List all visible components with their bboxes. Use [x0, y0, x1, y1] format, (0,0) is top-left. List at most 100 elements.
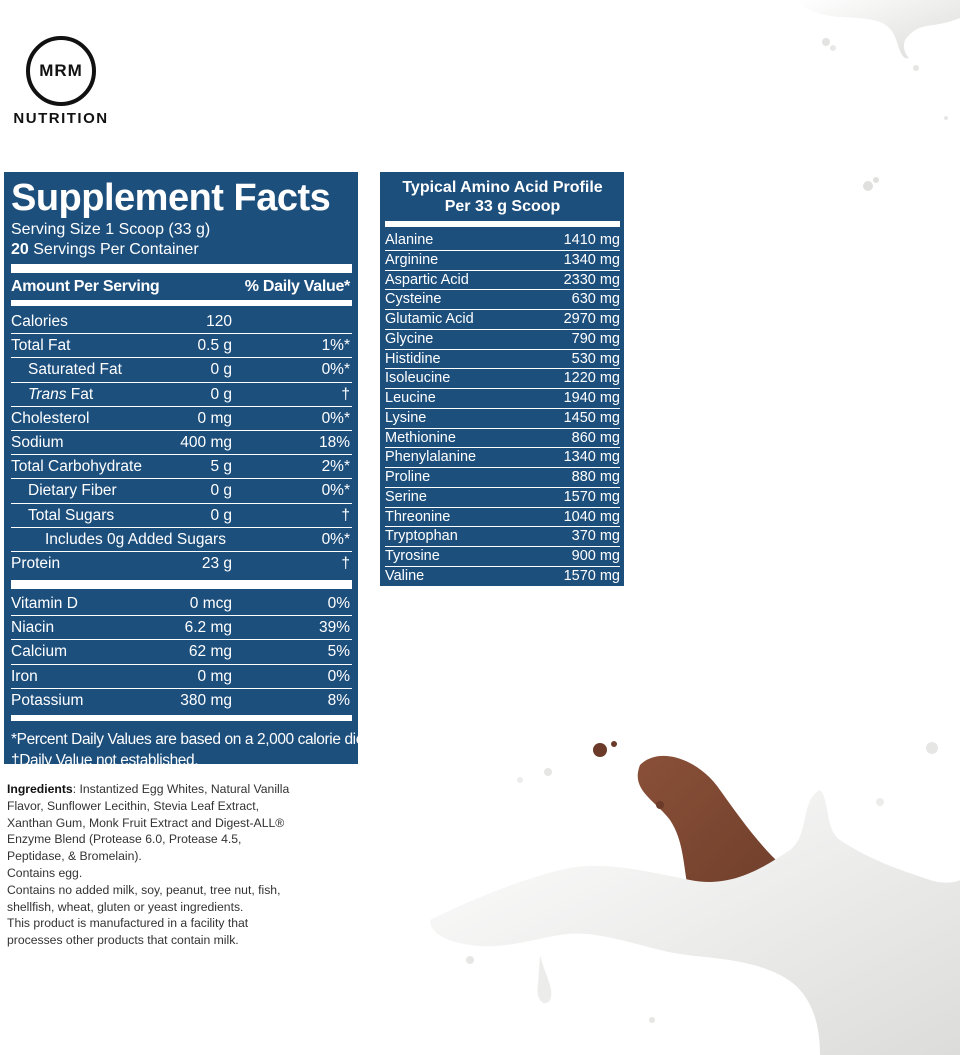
amino-title-line2: Per 33 g Scoop [444, 198, 561, 215]
amino-name: Cysteine [385, 291, 442, 308]
facts-row-vitamin-d: Vitamin D 0 mcg 0% [11, 592, 352, 617]
row-label: Total Carbohydrate [11, 458, 142, 476]
facts-row-niacin: Niacin 6.2 mg 39% [11, 616, 352, 641]
row-dv: 5% [327, 643, 350, 661]
logo-circle: MRM [26, 36, 96, 106]
amino-name: Aspartic Acid [385, 271, 469, 288]
trans-rest: Fat [66, 385, 94, 403]
amino-amount: 1450 mg [563, 409, 620, 426]
amino-row: Lysine 1450 mg [385, 409, 620, 429]
row-label: Dietary Fiber [28, 482, 117, 500]
facts-row-cholesterol: Cholesterol 0 mg 0%* [11, 407, 352, 431]
amino-amount: 1340 mg [563, 251, 620, 268]
amino-name: Threonine [385, 508, 451, 525]
facts-row-total-carbohydrate: Total Carbohydrate 5 g 2%* [11, 455, 352, 480]
facts-row-protein: Protein 23 g † [11, 552, 352, 576]
supplement-facts-panel: Supplement Facts Serving Size 1 Scoop (3… [4, 172, 372, 769]
daily-value-label: % Daily Value* [244, 278, 351, 295]
amino-name: Leucine [385, 390, 436, 406]
facts-row-iron: Iron 0 mg 0% [11, 665, 352, 689]
amount-per-serving-label: Amount Per Serving [11, 278, 160, 295]
amino-row: Leucine 1940 mg [385, 389, 620, 409]
amino-row: Arginine 1340 mg [385, 251, 620, 271]
facility-statement: This product is manufactured in a facili… [7, 916, 249, 948]
row-label: Cholesterol [11, 409, 90, 427]
amino-name: Methionine [385, 429, 456, 446]
amino-row: Valine 1570 mg [385, 567, 620, 587]
amino-name: Tryptophan [385, 528, 458, 545]
row-amount: 0.5 g [197, 337, 232, 355]
facts-row-calories: Calories 120 [11, 310, 352, 335]
row-dv: 8% [327, 691, 350, 709]
row-amount: 0 g [210, 482, 232, 500]
amino-amount: 530 mg [571, 350, 620, 367]
row-amount: 6.2 mg [184, 619, 232, 637]
row-dv: 0%* [321, 361, 350, 379]
supplement-facts-title: Supplement Facts [11, 177, 331, 219]
amino-row: Tyrosine 900 mg [385, 547, 620, 567]
amino-row: Threonine 1040 mg [385, 508, 620, 528]
amino-row: Glutamic Acid 2970 mg [385, 310, 620, 330]
logo-wordmark: NUTRITION [13, 110, 109, 127]
row-label: Saturated Fat [28, 361, 122, 379]
amino-name: Isoleucine [385, 370, 451, 387]
ingredients-list: Ingredients: Instantized Egg Whites, Nat… [7, 781, 299, 865]
amino-amount: 1410 mg [563, 232, 620, 248]
divider-medium [11, 300, 352, 306]
brand-logo: MRM NUTRITION [6, 36, 116, 127]
row-label: Sodium [11, 433, 64, 451]
facts-row-total-fat: Total Fat 0.5 g 1%* [11, 334, 352, 359]
amino-amount: 1220 mg [563, 370, 620, 387]
servings-text: Servings Per Container [28, 241, 199, 258]
amino-amount: 2970 mg [563, 311, 620, 327]
row-dv: 0% [327, 595, 350, 613]
amino-row: Alanine 1410 mg [385, 231, 620, 251]
row-amount: 400 mg [180, 433, 232, 451]
trans-italic: Trans [28, 385, 67, 403]
amino-row: Serine 1570 mg [385, 488, 620, 508]
amino-row: Aspartic Acid 2330 mg [385, 271, 620, 291]
footnotes: *Percent Daily Values are based on a 2,0… [11, 725, 372, 771]
amino-amount: 1940 mg [563, 390, 620, 406]
amino-name: Glutamic Acid [385, 311, 474, 327]
facts-row-sodium: Sodium 400 mg 18% [11, 431, 352, 456]
row-dv: 0%* [321, 530, 350, 548]
row-dv: † [341, 385, 350, 403]
servings-per-container: 20 Servings Per Container [11, 240, 352, 260]
amino-amount: 1570 mg [563, 567, 620, 584]
amino-name: Serine [385, 488, 427, 505]
row-amount: 0 mg [197, 409, 232, 427]
row-label: Total Sugars [28, 506, 115, 524]
amino-row: Histidine 530 mg [385, 350, 620, 370]
row-amount: 120 [206, 313, 232, 330]
row-label: Niacin [11, 619, 55, 637]
amino-name: Glycine [385, 330, 434, 347]
amino-name: Alanine [385, 232, 434, 248]
row-amount: 380 mg [180, 691, 232, 709]
amino-amount: 790 mg [571, 330, 620, 347]
divider-thick [11, 580, 352, 590]
facts-row-total-sugars: Total Sugars 0 g † [11, 504, 352, 528]
ingredients-text: : Instantized Egg Whites, Natural Vanill… [7, 782, 290, 864]
amino-amount: 860 mg [571, 429, 620, 446]
amino-row: Tryptophan 370 mg [385, 527, 620, 547]
amino-row: Isoleucine 1220 mg [385, 369, 620, 389]
row-amount: 0 mcg [189, 595, 232, 613]
amino-title-line1: Typical Amino Acid Profile [402, 179, 603, 196]
row-dv: † [341, 554, 350, 572]
row-amount: 0 g [210, 361, 232, 379]
row-label: Calories [11, 313, 68, 330]
row-label: Vitamin D [11, 595, 78, 613]
amino-acid-panel: Typical Amino Acid Profile Per 33 g Scoo… [380, 172, 624, 586]
amino-name: Lysine [385, 409, 427, 426]
amino-name: Phenylalanine [385, 449, 477, 466]
facts-row-dietary-fiber: Dietary Fiber 0 g 0%* [11, 479, 352, 504]
row-dv: 1%* [321, 337, 350, 355]
row-label: Protein [11, 554, 61, 572]
row-amount: 0 mg [197, 667, 232, 685]
amino-row: Proline 880 mg [385, 468, 620, 488]
row-label: Total Fat [11, 337, 71, 355]
footnote-dagger: †Daily Value not established. [11, 752, 199, 769]
amino-rows: Alanine 1410 mg Arginine 1340 mg Aspartic Ac… [385, 231, 620, 587]
facts-row-saturated-fat: Saturated Fat 0 g 0%* [11, 358, 352, 383]
